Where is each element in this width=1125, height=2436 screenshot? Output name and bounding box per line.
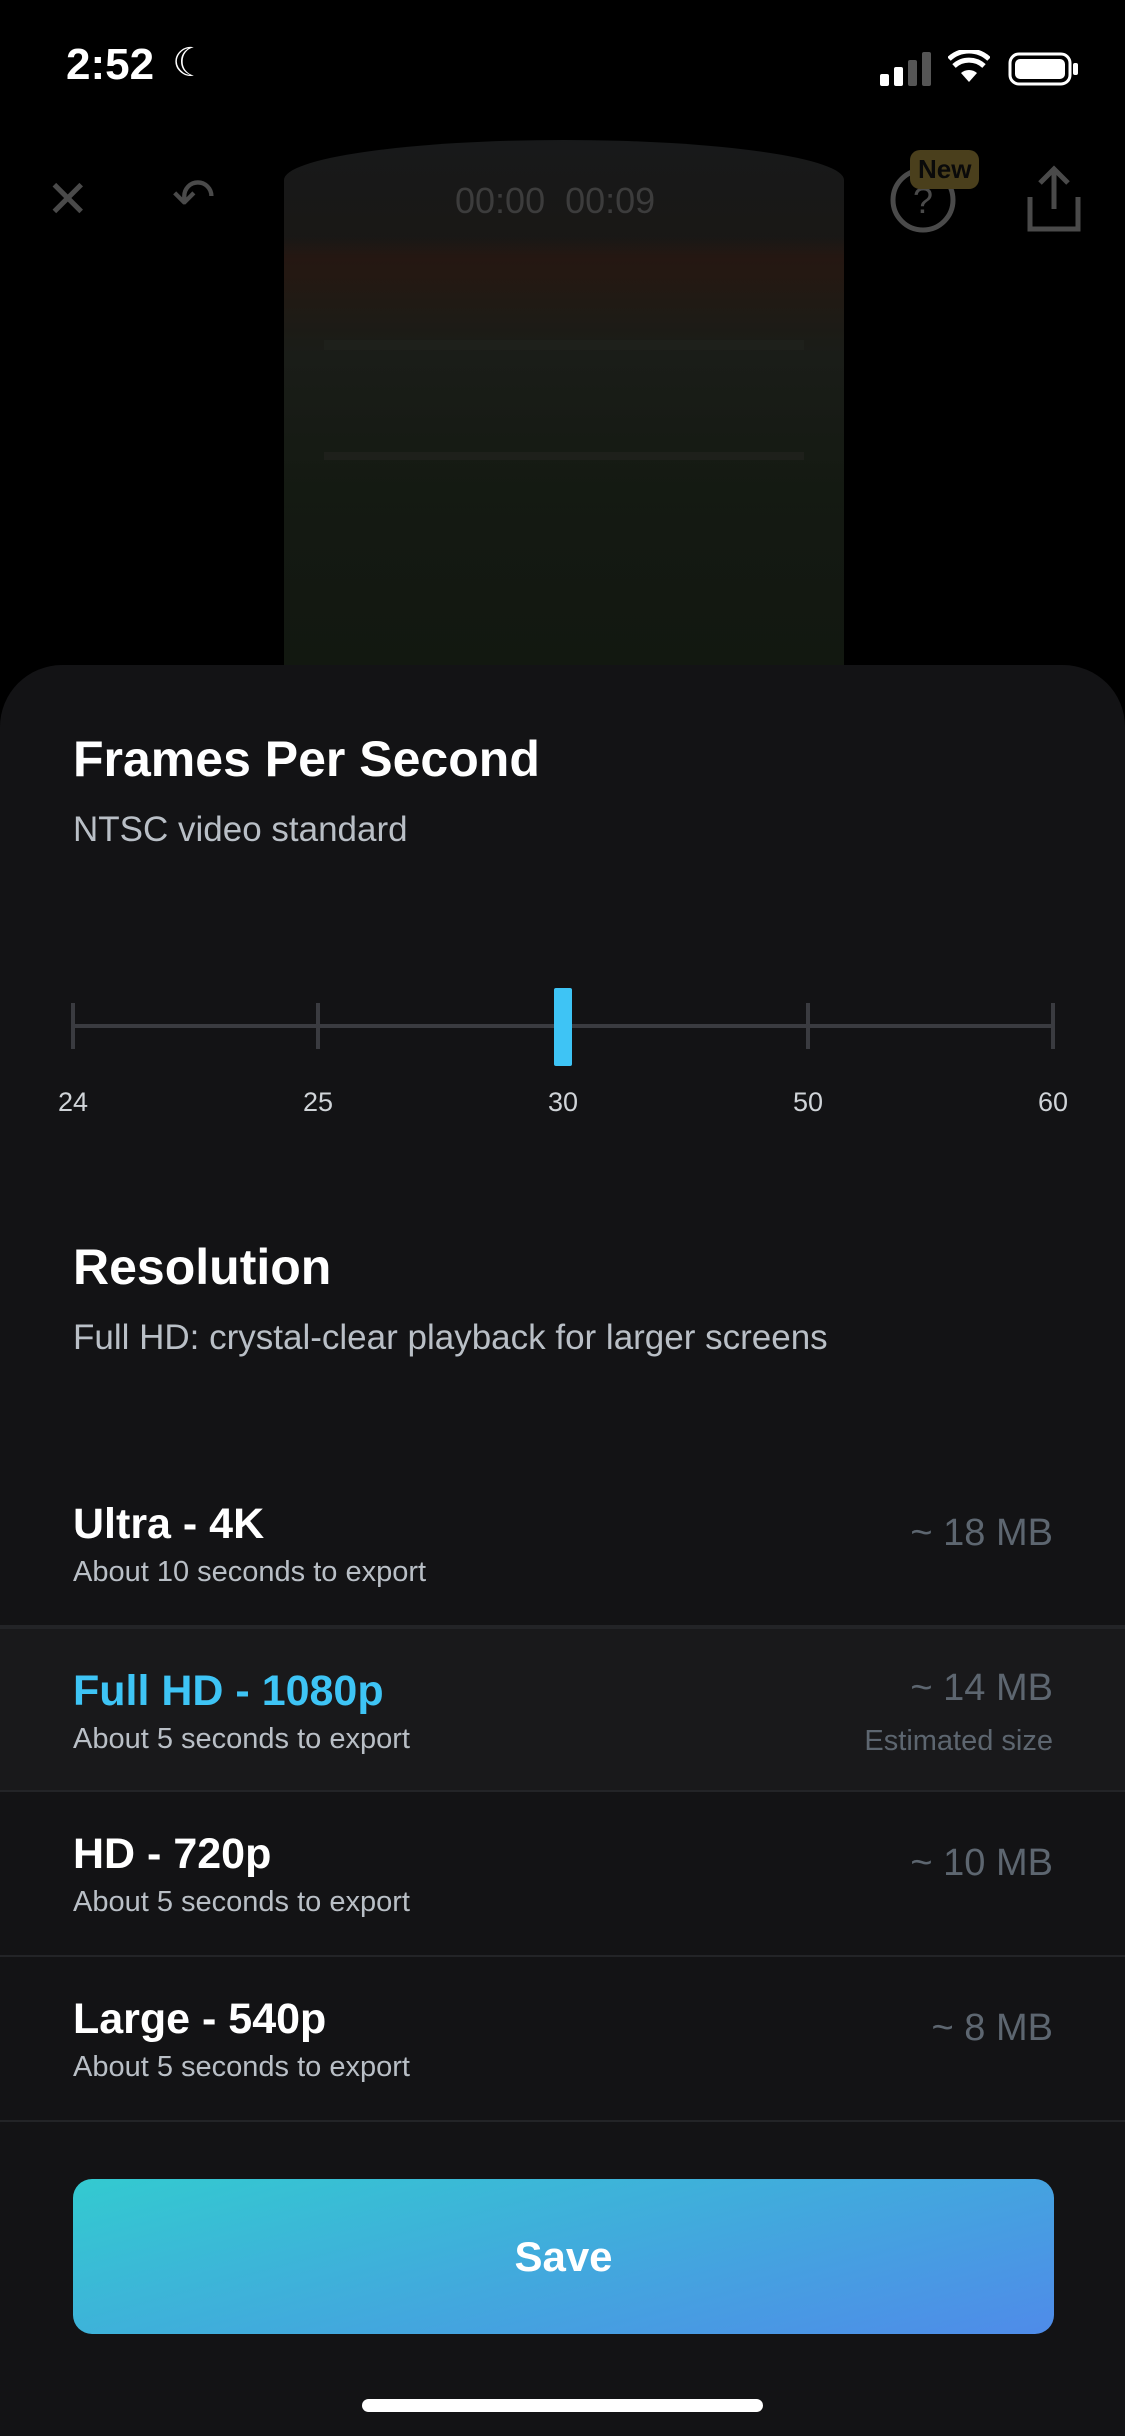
resolution-title: Resolution [73, 1239, 332, 1295]
battery-icon [1008, 52, 1078, 86]
option-export-time: About 5 seconds to export [73, 2051, 410, 2083]
slider-tick [806, 1003, 810, 1049]
slider-tick [316, 1003, 320, 1049]
share-icon[interactable] [1024, 165, 1084, 235]
new-badge: New [910, 150, 980, 189]
undo-icon[interactable]: ↶ [172, 169, 216, 227]
fps-label-25[interactable]: 25 [302, 1087, 334, 1117]
moon-icon: ☾ [172, 41, 208, 85]
fps-label-30[interactable]: 30 [547, 1087, 579, 1117]
fps-title: Frames Per Second [73, 731, 540, 787]
option-size: ~ 14 MB [910, 1667, 1053, 1709]
option-label: HD - 720p [73, 1830, 272, 1878]
option-size: ~ 10 MB [910, 1842, 1053, 1884]
save-button[interactable]: Save [73, 2179, 1054, 2334]
fps-label-50[interactable]: 50 [792, 1087, 824, 1117]
option-size: ~ 18 MB [910, 1512, 1053, 1554]
timer-end: 00:09 [565, 180, 656, 221]
timecode: 00:00 00:09 [455, 180, 655, 222]
clock: 2:52 [66, 40, 155, 89]
estimated-size-note: Estimated size [864, 1725, 1053, 1757]
signal-icon [880, 52, 931, 86]
option-export-time: About 10 seconds to export [73, 1556, 427, 1588]
resolution-option-720p[interactable]: HD - 720p About 5 seconds to export ~ 10… [0, 1792, 1125, 1957]
option-label: Ultra - 4K [73, 1500, 265, 1548]
video-preview[interactable] [284, 140, 844, 680]
svg-text:?: ? [913, 180, 933, 221]
fence-scene [324, 340, 804, 460]
resolution-subtitle: Full HD: crystal-clear playback for larg… [73, 1318, 828, 1357]
resolution-option-1080p[interactable]: Full HD - 1080p About 5 seconds to expor… [0, 1627, 1125, 1792]
fps-label-60[interactable]: 60 [1037, 1087, 1069, 1117]
option-export-time: About 5 seconds to export [73, 1723, 410, 1755]
slider-tick [1051, 1003, 1055, 1049]
option-label: Large - 540p [73, 1995, 327, 2043]
option-label: Full HD - 1080p [73, 1667, 384, 1715]
close-icon[interactable]: ✕ [46, 171, 90, 229]
slider-thumb[interactable] [554, 988, 572, 1066]
fps-label-24[interactable]: 24 [57, 1087, 89, 1117]
resolution-option-4k[interactable]: Ultra - 4K About 10 seconds to export ~ … [0, 1462, 1125, 1627]
status-bar: 2:52 ☾ [0, 0, 1125, 130]
option-export-time: About 5 seconds to export [73, 1886, 410, 1918]
option-size: ~ 8 MB [931, 2007, 1053, 2049]
home-indicator[interactable] [362, 2399, 763, 2412]
slider-tick [71, 1003, 75, 1049]
fps-subtitle: NTSC video standard [73, 810, 408, 849]
resolution-option-540p[interactable]: Large - 540p About 5 seconds to export ~… [0, 1957, 1125, 2122]
wifi-icon [948, 50, 990, 82]
timer-start: 00:00 [455, 180, 546, 221]
export-settings-sheet [0, 665, 1125, 2436]
